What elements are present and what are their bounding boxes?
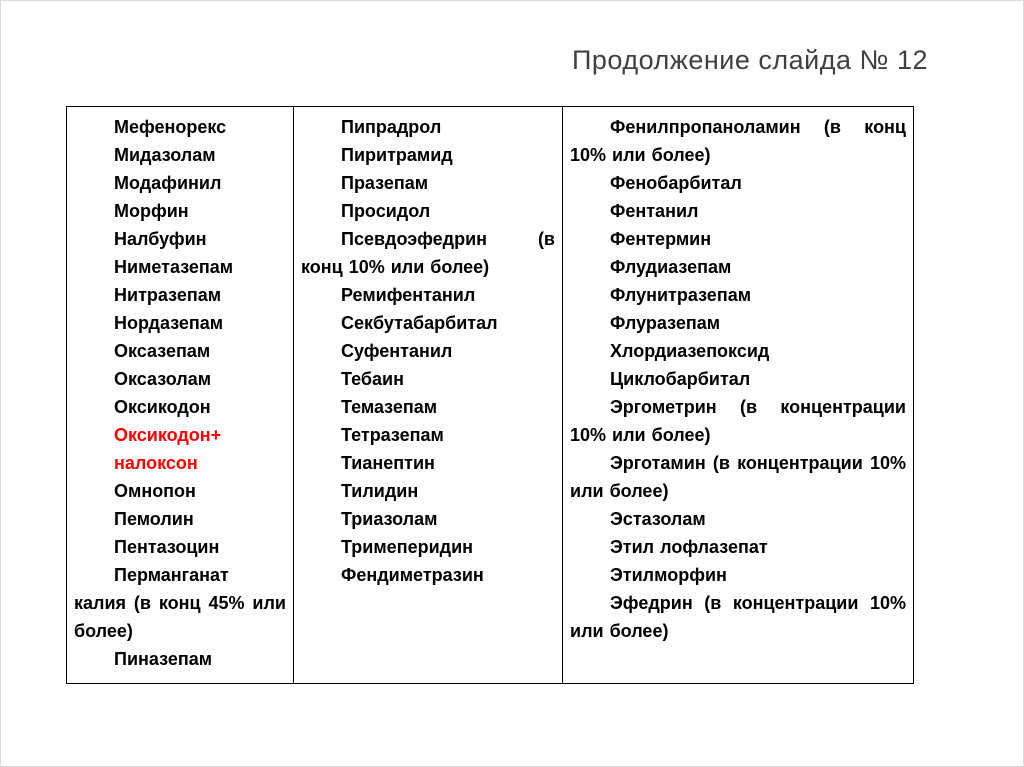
drug-item: налоксон [114,453,198,473]
drug-item: Оксикодон [114,397,211,417]
drug-item: Флуразепам [610,313,721,333]
drug-item: Тебаин [341,369,404,389]
drug-item: Ремифентанил [341,285,476,305]
drug-item: Морфин [114,201,189,221]
drug-item: Фентанил [610,201,699,221]
drug-item: Эргометрин (в концентрации 10% или более… [570,397,906,445]
drug-item: Флунитразепам [610,285,752,305]
drug-item: Нитразепам [114,285,222,305]
drug-item: Мидазолам [114,145,216,165]
drug-item: Оксикодон+ [114,425,222,445]
table-row: Мефенорекс Мидазолам Модафинил Морфин Налбуф… [66,106,914,684]
drug-item: Фентермин [610,229,712,249]
table-column-2: Пипрадрол Пиритрамид Празепам Просидол Псевд… [293,106,563,684]
drug-item: Темазепам [341,397,438,417]
drug-item: Пемолин [114,509,194,529]
drug-item: Фендиметразин [341,565,484,585]
drug-item: Секбутабарбитал [341,313,498,333]
drug-item: Хлордиазепоксид [610,341,770,361]
slide-title: Продолжение слайда № 12 [572,45,928,75]
drug-item: Эфедрин (в концентрации 10% или более) [570,593,906,641]
drug-item: Циклобарбитал [610,369,751,389]
drug-item: Оксазолам [114,369,212,389]
drug-item: Просидол [341,201,431,221]
drug-table: Мефенорекс Мидазолам Модафинил Морфин Налбуф… [66,106,914,684]
drug-item: Флудиазепам [610,257,732,277]
table-column-1: Мефенорекс Мидазолам Модафинил Морфин Налбуф… [66,106,294,684]
drug-item: Омнопон [114,481,196,501]
drug-item: Пипрадрол [341,117,442,137]
drug-item: Этилморфин [610,565,727,585]
drug-item: Перманганат калия (в конц 45% или более) [74,565,286,641]
drug-item: Этил лофлазепат [610,537,768,557]
drug-item: Фенобарбитал [610,173,742,193]
drug-item: Празепам [341,173,429,193]
drug-item: Тианептин [341,453,435,473]
drug-item: Нордазепам [114,313,224,333]
drug-item: Триазолам [341,509,438,529]
drug-item: Тилидин [341,481,419,501]
drug-item: Модафинил [114,173,222,193]
drug-item: Суфентанил [341,341,453,361]
drug-item: Пиритрамид [341,145,453,165]
drug-item: Фенилпропаноламин (в конц 10% или более) [570,117,906,165]
drug-item: Пентазоцин [114,537,220,557]
drug-item: Эстазолам [610,509,706,529]
drug-item: Псевдоэфедрин (в конц 10% или более) [301,229,555,277]
drug-item: Пиназепам [114,649,213,669]
drug-item: Ниметазепам [114,257,234,277]
table-column-3: Фенилпропаноламин (в конц 10% или более)… [562,106,914,684]
drug-item: Тетразепам [341,425,444,445]
drug-item: Оксазепам [114,341,211,361]
drug-item: Эрготамин (в концентрации 10% или более) [570,453,906,501]
drug-item: Мефенорекс [114,117,227,137]
drug-item: Тримеперидин [341,537,474,557]
drug-item: Налбуфин [114,229,207,249]
